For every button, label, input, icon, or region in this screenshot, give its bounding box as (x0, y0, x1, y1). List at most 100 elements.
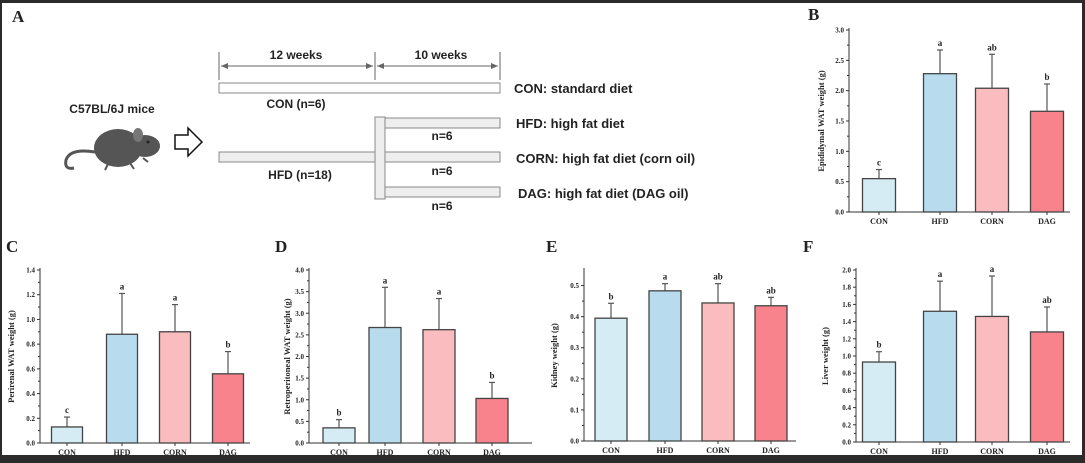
bar-con (322, 427, 356, 444)
y-tick-label: 1.0 (835, 148, 844, 156)
bar-dag (1029, 331, 1065, 443)
x-tick-label: HFD (657, 446, 674, 455)
y-tick-label: 1.5 (295, 375, 304, 383)
significance-letter: b (1044, 72, 1049, 82)
diet-hfd: HFD: high fat diet (516, 116, 625, 131)
y-tick-label: 2.0 (835, 87, 844, 95)
x-tick-label: CORN (980, 447, 1004, 456)
y-axis-label: Kidney weight (g) (549, 323, 559, 388)
hollow-arrow-right-icon (174, 126, 204, 158)
bar-corn (974, 87, 1010, 213)
diet-con: CON: standard diet (514, 81, 633, 96)
timeline-dimensions (218, 52, 501, 80)
x-tick-label: DAG (1038, 447, 1056, 456)
period-12-weeks: 12 weeks (270, 48, 323, 62)
significance-letter: c (877, 158, 881, 168)
significance-letter: ab (766, 285, 776, 295)
x-tick-label: DAG (762, 446, 780, 455)
mouse-icon (64, 128, 160, 171)
significance-letter: a (663, 272, 668, 282)
y-tick-label: 0.8 (26, 341, 35, 349)
y-tick-label: 1.2 (842, 335, 851, 343)
y-axis-label: Perirenal WAT weight (g) (6, 310, 16, 403)
x-tick-label: DAG (1038, 217, 1056, 226)
x-tick-label: CON (870, 217, 888, 226)
y-tick-label: 0.6 (842, 387, 851, 395)
y-tick-label: 0.1 (570, 406, 579, 414)
significance-letter: b (608, 291, 613, 301)
y-tick-label: 1.2 (26, 291, 35, 299)
significance-letter: a (120, 281, 125, 291)
y-tick-label: 1.5 (835, 118, 844, 126)
con-group-label: CON (n=6) (266, 97, 325, 111)
y-tick-label: 0.2 (570, 375, 579, 383)
n-label-corn: n=6 (431, 164, 452, 178)
diet-dag: DAG: high fat diet (DAG oil) (518, 186, 688, 201)
x-tick-label: CON (330, 448, 348, 457)
x-tick-label: CORN (706, 446, 730, 455)
bar-con (861, 361, 897, 443)
y-tick-label: 1.4 (842, 318, 851, 326)
bar-hfd (105, 333, 139, 444)
panel-letter-a: A (12, 7, 25, 26)
y-tick-label: 1.0 (26, 316, 35, 324)
y-tick-label: 1.6 (842, 301, 851, 309)
y-tick-label: 0.2 (26, 415, 35, 423)
y-axis-label: Retroperitoneal WAT weight (g) (282, 298, 292, 414)
significance-letter: b (876, 340, 881, 350)
n-label-hfd: n=6 (431, 129, 452, 143)
diet-bars (218, 82, 501, 200)
y-tick-label: 0.8 (842, 370, 851, 378)
bar-dag (211, 373, 245, 444)
significance-letter: b (336, 408, 341, 418)
y-axis-label: Epididymal WAT weight (g) (816, 70, 826, 171)
significance-letter: ab (713, 272, 723, 282)
chart-e: E 0.0 0.1 0.2 0.3 0.4 0.5 Kidney weight (g) b CON… (546, 237, 796, 455)
significance-letter: a (383, 275, 388, 285)
y-tick-label: 0.5 (835, 178, 844, 186)
panel-letter: D (275, 237, 287, 256)
y-tick-label: 0.3 (570, 344, 579, 352)
bar-dag (1029, 110, 1065, 213)
significance-letter: ab (987, 42, 997, 52)
y-tick-label: 0.4 (842, 404, 851, 412)
y-tick-label: 3.5 (295, 288, 304, 296)
bar-corn (158, 331, 192, 444)
bar-hfd (922, 310, 958, 443)
bar-corn (974, 315, 1010, 443)
x-tick-label: HFD (377, 448, 394, 457)
mice-label: C57BL/6J mice (69, 102, 155, 116)
significance-letter: ab (1042, 295, 1052, 305)
bar-con (50, 426, 84, 444)
bar-corn (422, 329, 456, 444)
bar-hfd (922, 73, 958, 213)
panel-letter: B (808, 5, 819, 24)
y-tick-label: 3.0 (295, 310, 304, 318)
y-tick-label: 2.5 (295, 331, 304, 339)
x-tick-label: CORN (427, 448, 451, 457)
chart-f: F 0.0 0.2 0.4 0.6 0.8 1.0 1.2 1.4 1.6 1.8 2.0 Liver … (803, 237, 1070, 456)
significance-letter: b (489, 370, 494, 380)
bar-con (594, 317, 628, 442)
y-axis-label: Liver weight (g) (820, 327, 830, 385)
panel-letter: C (6, 237, 18, 256)
period-10-weeks: 10 weeks (415, 48, 468, 62)
x-tick-label: HFD (114, 448, 131, 457)
hfd-group-label: HFD (n=18) (268, 168, 332, 182)
y-tick-label: 0.0 (295, 440, 304, 448)
y-tick-label: 0.0 (842, 439, 851, 447)
x-tick-label: CON (870, 447, 888, 456)
y-tick-label: 0.5 (295, 418, 304, 426)
y-tick-label: 1.8 (842, 284, 851, 292)
panel-letter: E (546, 237, 557, 256)
y-tick-label: 2.5 (835, 57, 844, 65)
y-tick-label: 4.0 (295, 267, 304, 275)
y-tick-label: 0.0 (26, 440, 35, 448)
x-tick-label: CON (58, 448, 76, 457)
x-tick-label: HFD (932, 217, 949, 226)
significance-letter: a (938, 38, 943, 48)
bar-corn (701, 302, 735, 442)
x-tick-label: DAG (219, 448, 237, 457)
y-tick-label: 2.0 (842, 267, 851, 275)
y-tick-label: 0.4 (26, 390, 35, 398)
